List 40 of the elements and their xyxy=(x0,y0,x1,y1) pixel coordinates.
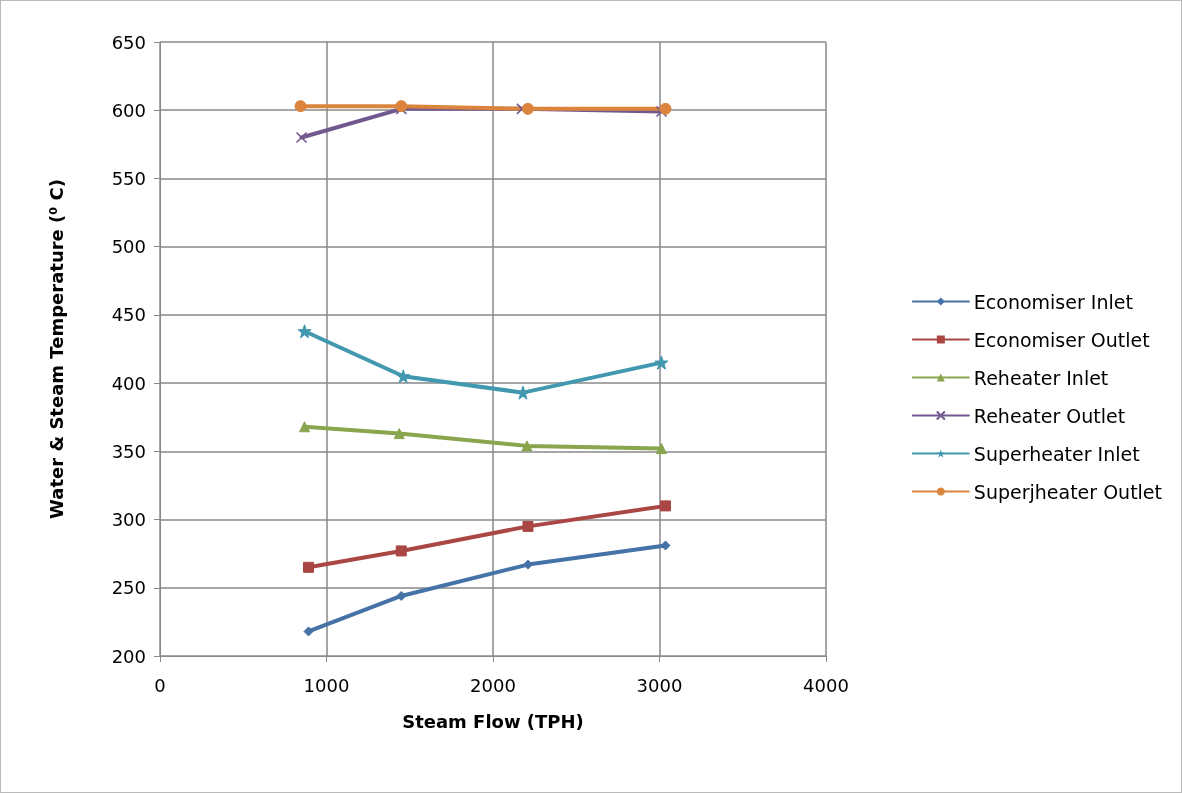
point xyxy=(303,626,314,637)
point xyxy=(656,443,667,455)
point xyxy=(659,500,671,512)
y-tick-label: 500 xyxy=(111,236,146,258)
point xyxy=(655,105,668,118)
point xyxy=(659,102,672,115)
y-tick-label: 400 xyxy=(111,372,146,394)
legend-label: Economiser Inlet xyxy=(973,290,1133,313)
y-tick-label: 350 xyxy=(111,440,146,462)
legend-label: Economiser Outlet xyxy=(973,328,1150,351)
point xyxy=(396,369,411,384)
legend-label: Reheater Inlet xyxy=(973,366,1109,389)
point xyxy=(297,324,312,339)
point xyxy=(521,102,534,115)
x-tick-label: 1000 xyxy=(303,674,350,696)
y-tick-label: 650 xyxy=(111,31,146,53)
y-tick-label: 550 xyxy=(111,167,146,189)
point xyxy=(393,428,405,440)
x-tick-label: 0 xyxy=(154,674,166,696)
y-tick-label: 200 xyxy=(111,645,146,667)
point xyxy=(295,131,308,144)
point xyxy=(303,561,315,573)
y-tick-label: 250 xyxy=(111,577,146,599)
legend-label: Reheater Outlet xyxy=(973,404,1126,427)
x-axis-title: Steam Flow (TPH) xyxy=(402,710,584,732)
x-tick-label: 4000 xyxy=(803,674,849,696)
legend-label: Superjheater Outlet xyxy=(973,480,1163,503)
x-tick-label: 3000 xyxy=(636,674,683,696)
y-tick-label: 300 xyxy=(111,509,146,531)
point xyxy=(521,440,533,452)
point xyxy=(294,100,307,113)
y-tick-label: 600 xyxy=(111,99,146,121)
point xyxy=(299,421,311,433)
point xyxy=(395,545,407,557)
legend-label: Superheater Inlet xyxy=(973,442,1140,465)
y-axis-title: Water & Steam Temperature (⁰ C) xyxy=(45,179,67,519)
point xyxy=(654,355,669,370)
x-tick-label: 2000 xyxy=(470,674,516,696)
point xyxy=(522,520,534,532)
y-tick-label: 450 xyxy=(111,304,146,326)
